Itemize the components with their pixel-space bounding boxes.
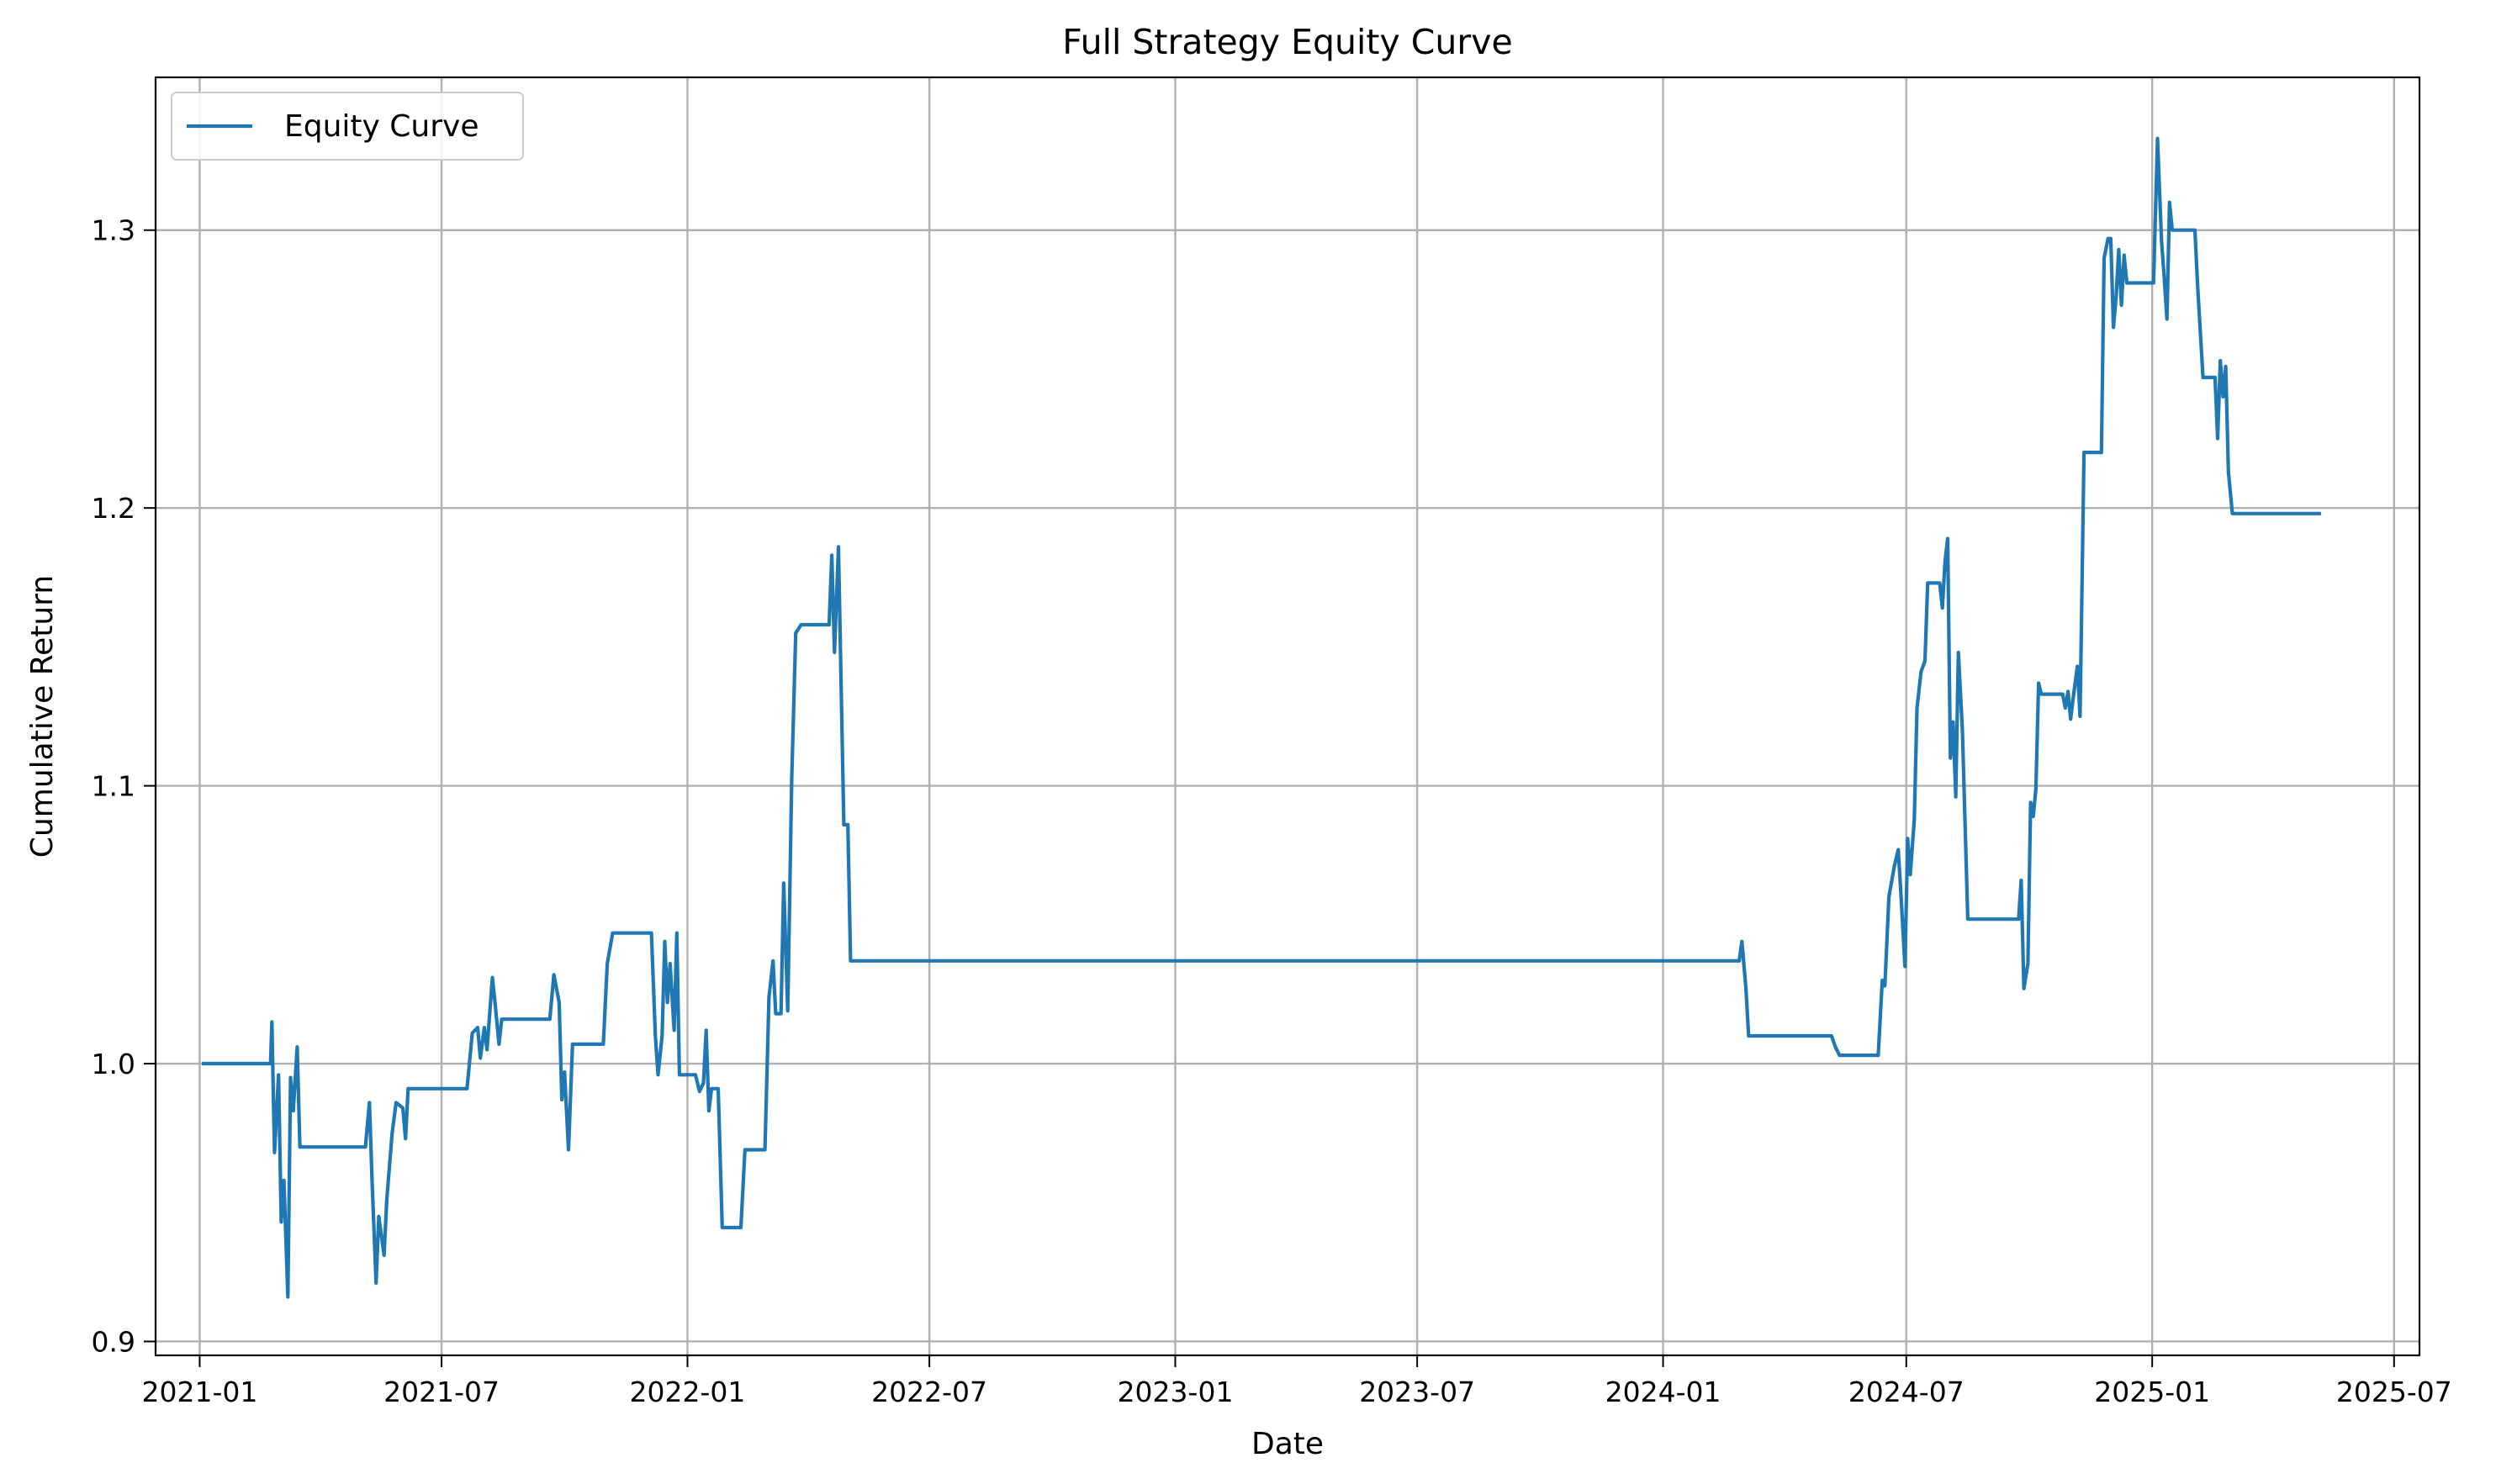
x-tick-label-2024-07: 2024-07	[1848, 1376, 1965, 1408]
chart-title: Full Strategy Equity Curve	[1062, 22, 1512, 62]
x-tick-label-2024-01: 2024-01	[1605, 1376, 1721, 1408]
y-axis-label: Cumulative Return	[25, 575, 60, 858]
axes-layer: 2021-01 2021-07 2022-01 2022-07 2023-01 2023-…	[92, 214, 2452, 1408]
y-tick-label-1.2: 1.2	[92, 492, 135, 525]
y-tick-label-1.0: 1.0	[92, 1048, 135, 1080]
plot-frame	[154, 76, 2421, 1357]
grid-layer	[156, 77, 2419, 1355]
y-tick-label-1.3: 1.3	[92, 214, 135, 247]
x-tick-label-2025-07: 2025-07	[2336, 1376, 2452, 1408]
x-tick-label-2023-01: 2023-01	[1118, 1376, 1234, 1408]
x-tick-label-2021-01: 2021-01	[141, 1376, 257, 1408]
x-tick-label-2022-07: 2022-07	[871, 1376, 987, 1408]
series-layer	[202, 136, 2321, 1299]
x-tick-label-2021-07: 2021-07	[383, 1376, 500, 1408]
legend-label-equity-curve: Equity Curve	[284, 109, 479, 144]
legend-box	[171, 92, 524, 161]
series-line-equity-curve	[202, 136, 2321, 1299]
legend: Equity Curve	[171, 92, 524, 161]
y-tick-label-1.1: 1.1	[92, 770, 135, 803]
x-tick-label-2022-01: 2022-01	[630, 1376, 746, 1408]
x-axis-label: Date	[1251, 1427, 1324, 1461]
x-tick-label-2025-01: 2025-01	[2094, 1376, 2210, 1408]
x-tick-label-2023-07: 2023-07	[1359, 1376, 1475, 1408]
y-tick-label-0.9: 0.9	[92, 1325, 135, 1358]
